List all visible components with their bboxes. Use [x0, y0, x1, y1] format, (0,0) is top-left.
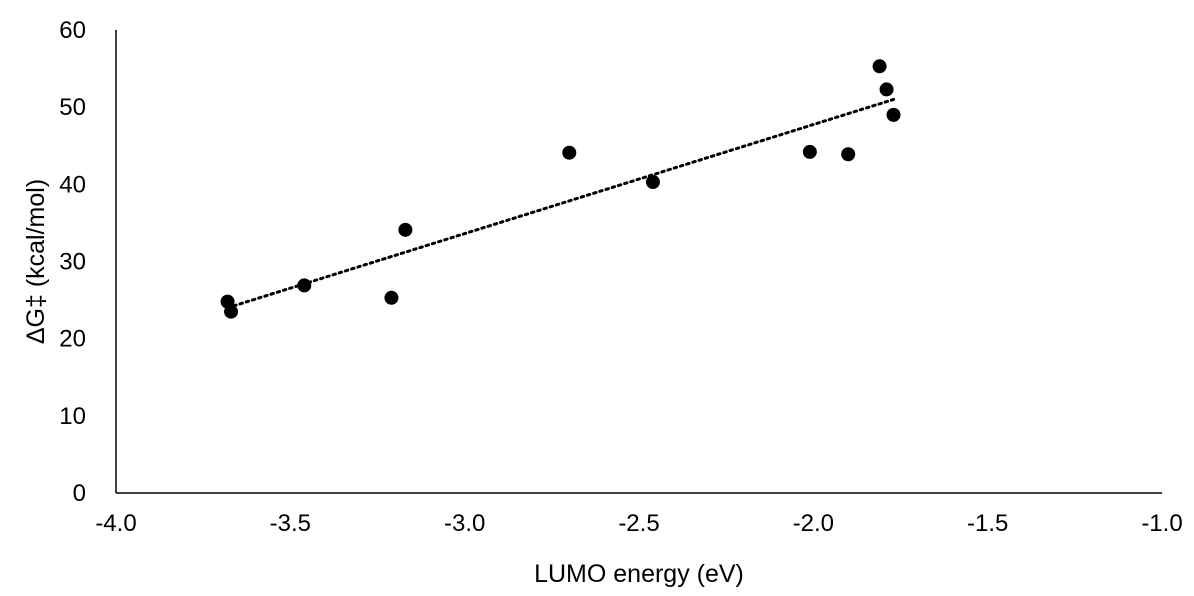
y-axis-tick-labels: 0 10 20 30 40 50 60	[59, 17, 86, 507]
y-tick-label: 60	[59, 17, 86, 44]
x-tick-label: -1.5	[967, 510, 1008, 537]
data-point	[398, 222, 413, 237]
y-tick-label: 20	[59, 326, 86, 353]
y-axis-title: ΔG‡ (kcal/mol)	[22, 179, 50, 344]
axes	[115, 30, 1162, 494]
x-tick-label: -4.0	[95, 510, 136, 537]
data-point	[562, 145, 577, 160]
y-tick-label: 30	[59, 249, 86, 276]
data-point	[384, 290, 399, 305]
data-point	[224, 304, 239, 319]
x-tick-label: -1.0	[1141, 510, 1182, 537]
data-point	[879, 82, 894, 97]
y-tick-label: 50	[59, 94, 86, 121]
trendline	[226, 97, 896, 310]
y-tick-label: 10	[59, 403, 86, 430]
data-points	[220, 59, 901, 319]
x-tick-label: -2.5	[618, 510, 659, 537]
data-point	[841, 147, 856, 162]
x-axis-title: LUMO energy (eV)	[534, 560, 744, 588]
y-tick-label: 40	[59, 171, 86, 198]
data-point	[297, 278, 312, 293]
y-tick-label: 0	[73, 480, 86, 507]
x-tick-label: -2.0	[793, 510, 834, 537]
data-point	[645, 175, 660, 190]
data-point	[872, 59, 887, 74]
data-point	[886, 107, 901, 122]
x-tick-label: -3.0	[444, 510, 485, 537]
trendline-layer	[226, 97, 896, 310]
x-axis-tick-labels: -4.0 -3.5 -3.0 -2.5 -2.0 -1.5 -1.0	[95, 510, 1182, 537]
x-tick-label: -3.5	[270, 510, 311, 537]
data-point	[802, 144, 817, 159]
